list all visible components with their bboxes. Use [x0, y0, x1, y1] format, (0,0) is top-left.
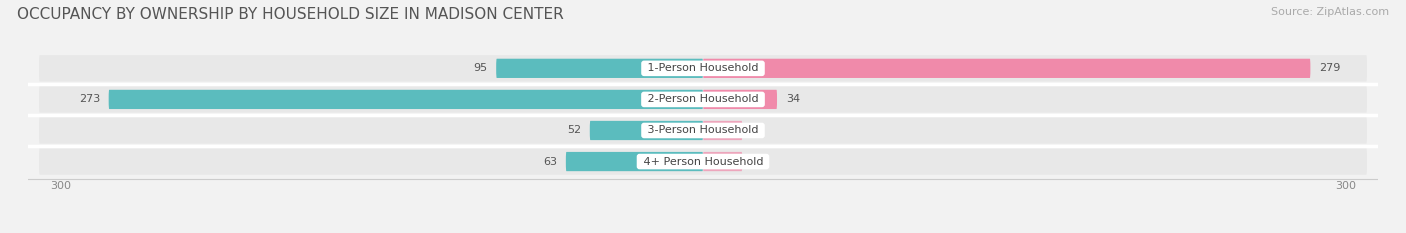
- Text: 4+ Person Household: 4+ Person Household: [640, 157, 766, 167]
- Text: 3-Person Household: 3-Person Household: [644, 126, 762, 135]
- Text: 2-Person Household: 2-Person Household: [644, 94, 762, 104]
- Text: 34: 34: [786, 94, 800, 104]
- Text: 300: 300: [1336, 181, 1357, 191]
- Text: Source: ZipAtlas.com: Source: ZipAtlas.com: [1271, 7, 1389, 17]
- Text: 273: 273: [79, 94, 100, 104]
- FancyBboxPatch shape: [108, 90, 703, 109]
- Text: 0: 0: [751, 126, 758, 135]
- Text: 279: 279: [1319, 63, 1340, 73]
- Text: 0: 0: [751, 157, 758, 167]
- FancyBboxPatch shape: [703, 121, 742, 140]
- FancyBboxPatch shape: [39, 148, 1367, 175]
- FancyBboxPatch shape: [565, 152, 703, 171]
- FancyBboxPatch shape: [39, 86, 1367, 113]
- Text: OCCUPANCY BY OWNERSHIP BY HOUSEHOLD SIZE IN MADISON CENTER: OCCUPANCY BY OWNERSHIP BY HOUSEHOLD SIZE…: [17, 7, 564, 22]
- Text: 63: 63: [543, 157, 557, 167]
- FancyBboxPatch shape: [703, 59, 1310, 78]
- FancyBboxPatch shape: [703, 152, 742, 171]
- Text: 300: 300: [49, 181, 70, 191]
- FancyBboxPatch shape: [39, 117, 1367, 144]
- FancyBboxPatch shape: [496, 59, 703, 78]
- Text: 95: 95: [474, 63, 488, 73]
- FancyBboxPatch shape: [39, 55, 1367, 82]
- Text: 52: 52: [567, 126, 581, 135]
- FancyBboxPatch shape: [703, 90, 778, 109]
- Text: 1-Person Household: 1-Person Household: [644, 63, 762, 73]
- Legend: Owner-occupied, Renter-occupied: Owner-occupied, Renter-occupied: [576, 230, 830, 233]
- FancyBboxPatch shape: [589, 121, 703, 140]
